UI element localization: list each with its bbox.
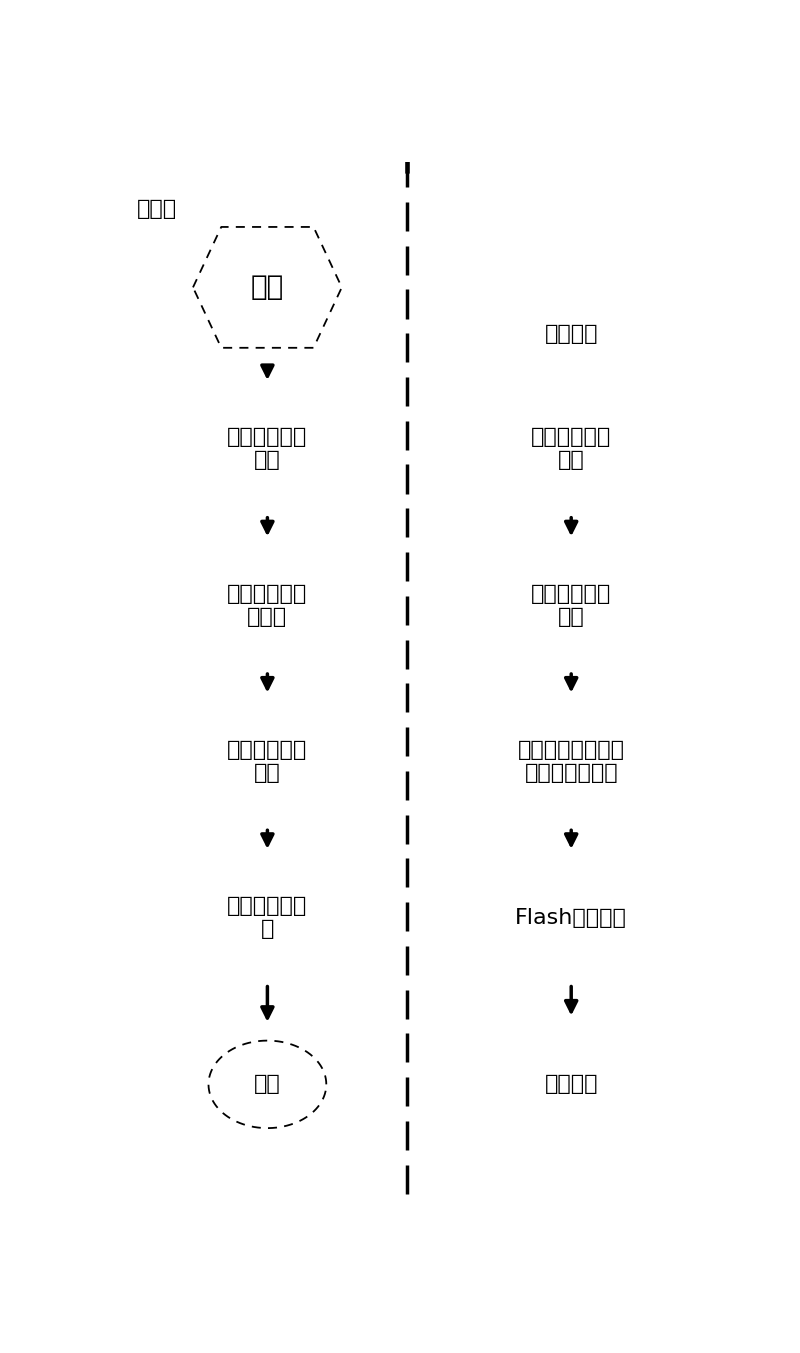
- Text: 将当前数据储存为
精粗通道修正值: 将当前数据储存为 精粗通道修正值: [518, 740, 625, 783]
- Text: 外部信号触发
中断: 外部信号触发 中断: [531, 428, 611, 471]
- Text: 中断程序: 中断程序: [545, 325, 598, 344]
- Text: 读取精粗通道
数据: 读取精粗通道 数据: [531, 583, 611, 626]
- Text: 读取精粗通道
修正值: 读取精粗通道 修正值: [227, 583, 307, 626]
- Text: 数据组合及纠
错: 数据组合及纠 错: [227, 896, 307, 939]
- Text: 开始: 开始: [250, 273, 284, 302]
- Text: 读取精粗通道
数据: 读取精粗通道 数据: [227, 428, 307, 471]
- Text: 修正精粗通道
数据: 修正精粗通道 数据: [227, 740, 307, 783]
- Text: Flash扇区烧写: Flash扇区烧写: [515, 908, 627, 928]
- Text: 主流程: 主流程: [138, 199, 178, 219]
- Text: 结束: 结束: [254, 1074, 281, 1095]
- Text: 跳出中断: 跳出中断: [545, 1074, 598, 1095]
